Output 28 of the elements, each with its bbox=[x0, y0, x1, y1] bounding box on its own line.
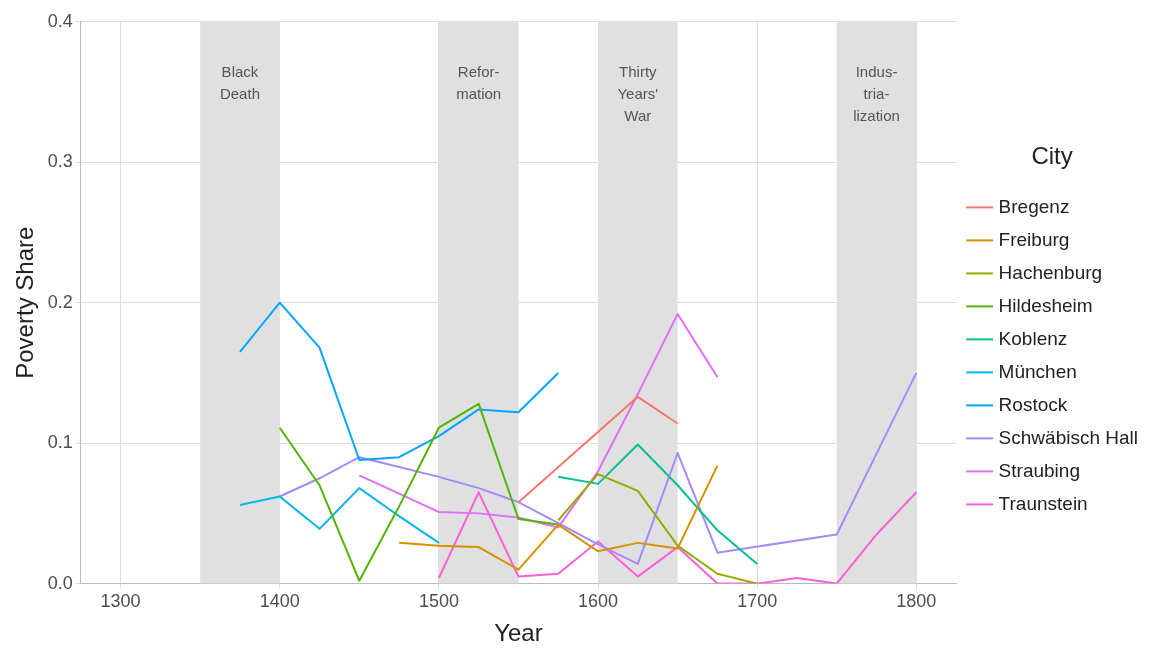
legend-label: Straubing bbox=[998, 459, 1080, 481]
y-tick-label: 0.4 bbox=[47, 10, 73, 31]
y-tick-label: 0.2 bbox=[47, 291, 73, 312]
x-axis-title: Year bbox=[494, 619, 543, 647]
x-tick-label: 1500 bbox=[418, 591, 459, 612]
band-label: Indus- tria- lization bbox=[853, 63, 900, 125]
legend-label: Bregenz bbox=[998, 195, 1070, 217]
x-tick-label: 1800 bbox=[896, 591, 937, 612]
band-label: Black Death bbox=[219, 63, 260, 103]
legend-label: München bbox=[998, 360, 1077, 382]
y-tick-label: 0.0 bbox=[47, 572, 73, 593]
legend-label: Freiburg bbox=[998, 228, 1070, 250]
x-tick-label: 1700 bbox=[737, 591, 778, 612]
legend-label: Hildesheim bbox=[998, 294, 1093, 316]
legend-label: Koblenz bbox=[998, 327, 1068, 349]
y-tick-label: 0.1 bbox=[47, 432, 73, 453]
x-tick-label: 1300 bbox=[100, 591, 141, 612]
legend-label: Hachenburg bbox=[998, 261, 1103, 283]
legend-label: Rostock bbox=[998, 393, 1068, 415]
legend-label: Schwäbisch Hall bbox=[998, 426, 1139, 448]
legend-label: Traunstein bbox=[998, 492, 1088, 514]
band-label: Refor- mation bbox=[456, 63, 502, 103]
x-tick-label: 1600 bbox=[578, 591, 619, 612]
legend-title: City bbox=[1031, 141, 1073, 169]
band-label: Thirty Years' War bbox=[617, 63, 659, 125]
y-axis-title: Poverty Share bbox=[11, 226, 39, 379]
x-tick-label: 1400 bbox=[259, 591, 300, 612]
y-tick-label: 0.3 bbox=[47, 151, 73, 172]
